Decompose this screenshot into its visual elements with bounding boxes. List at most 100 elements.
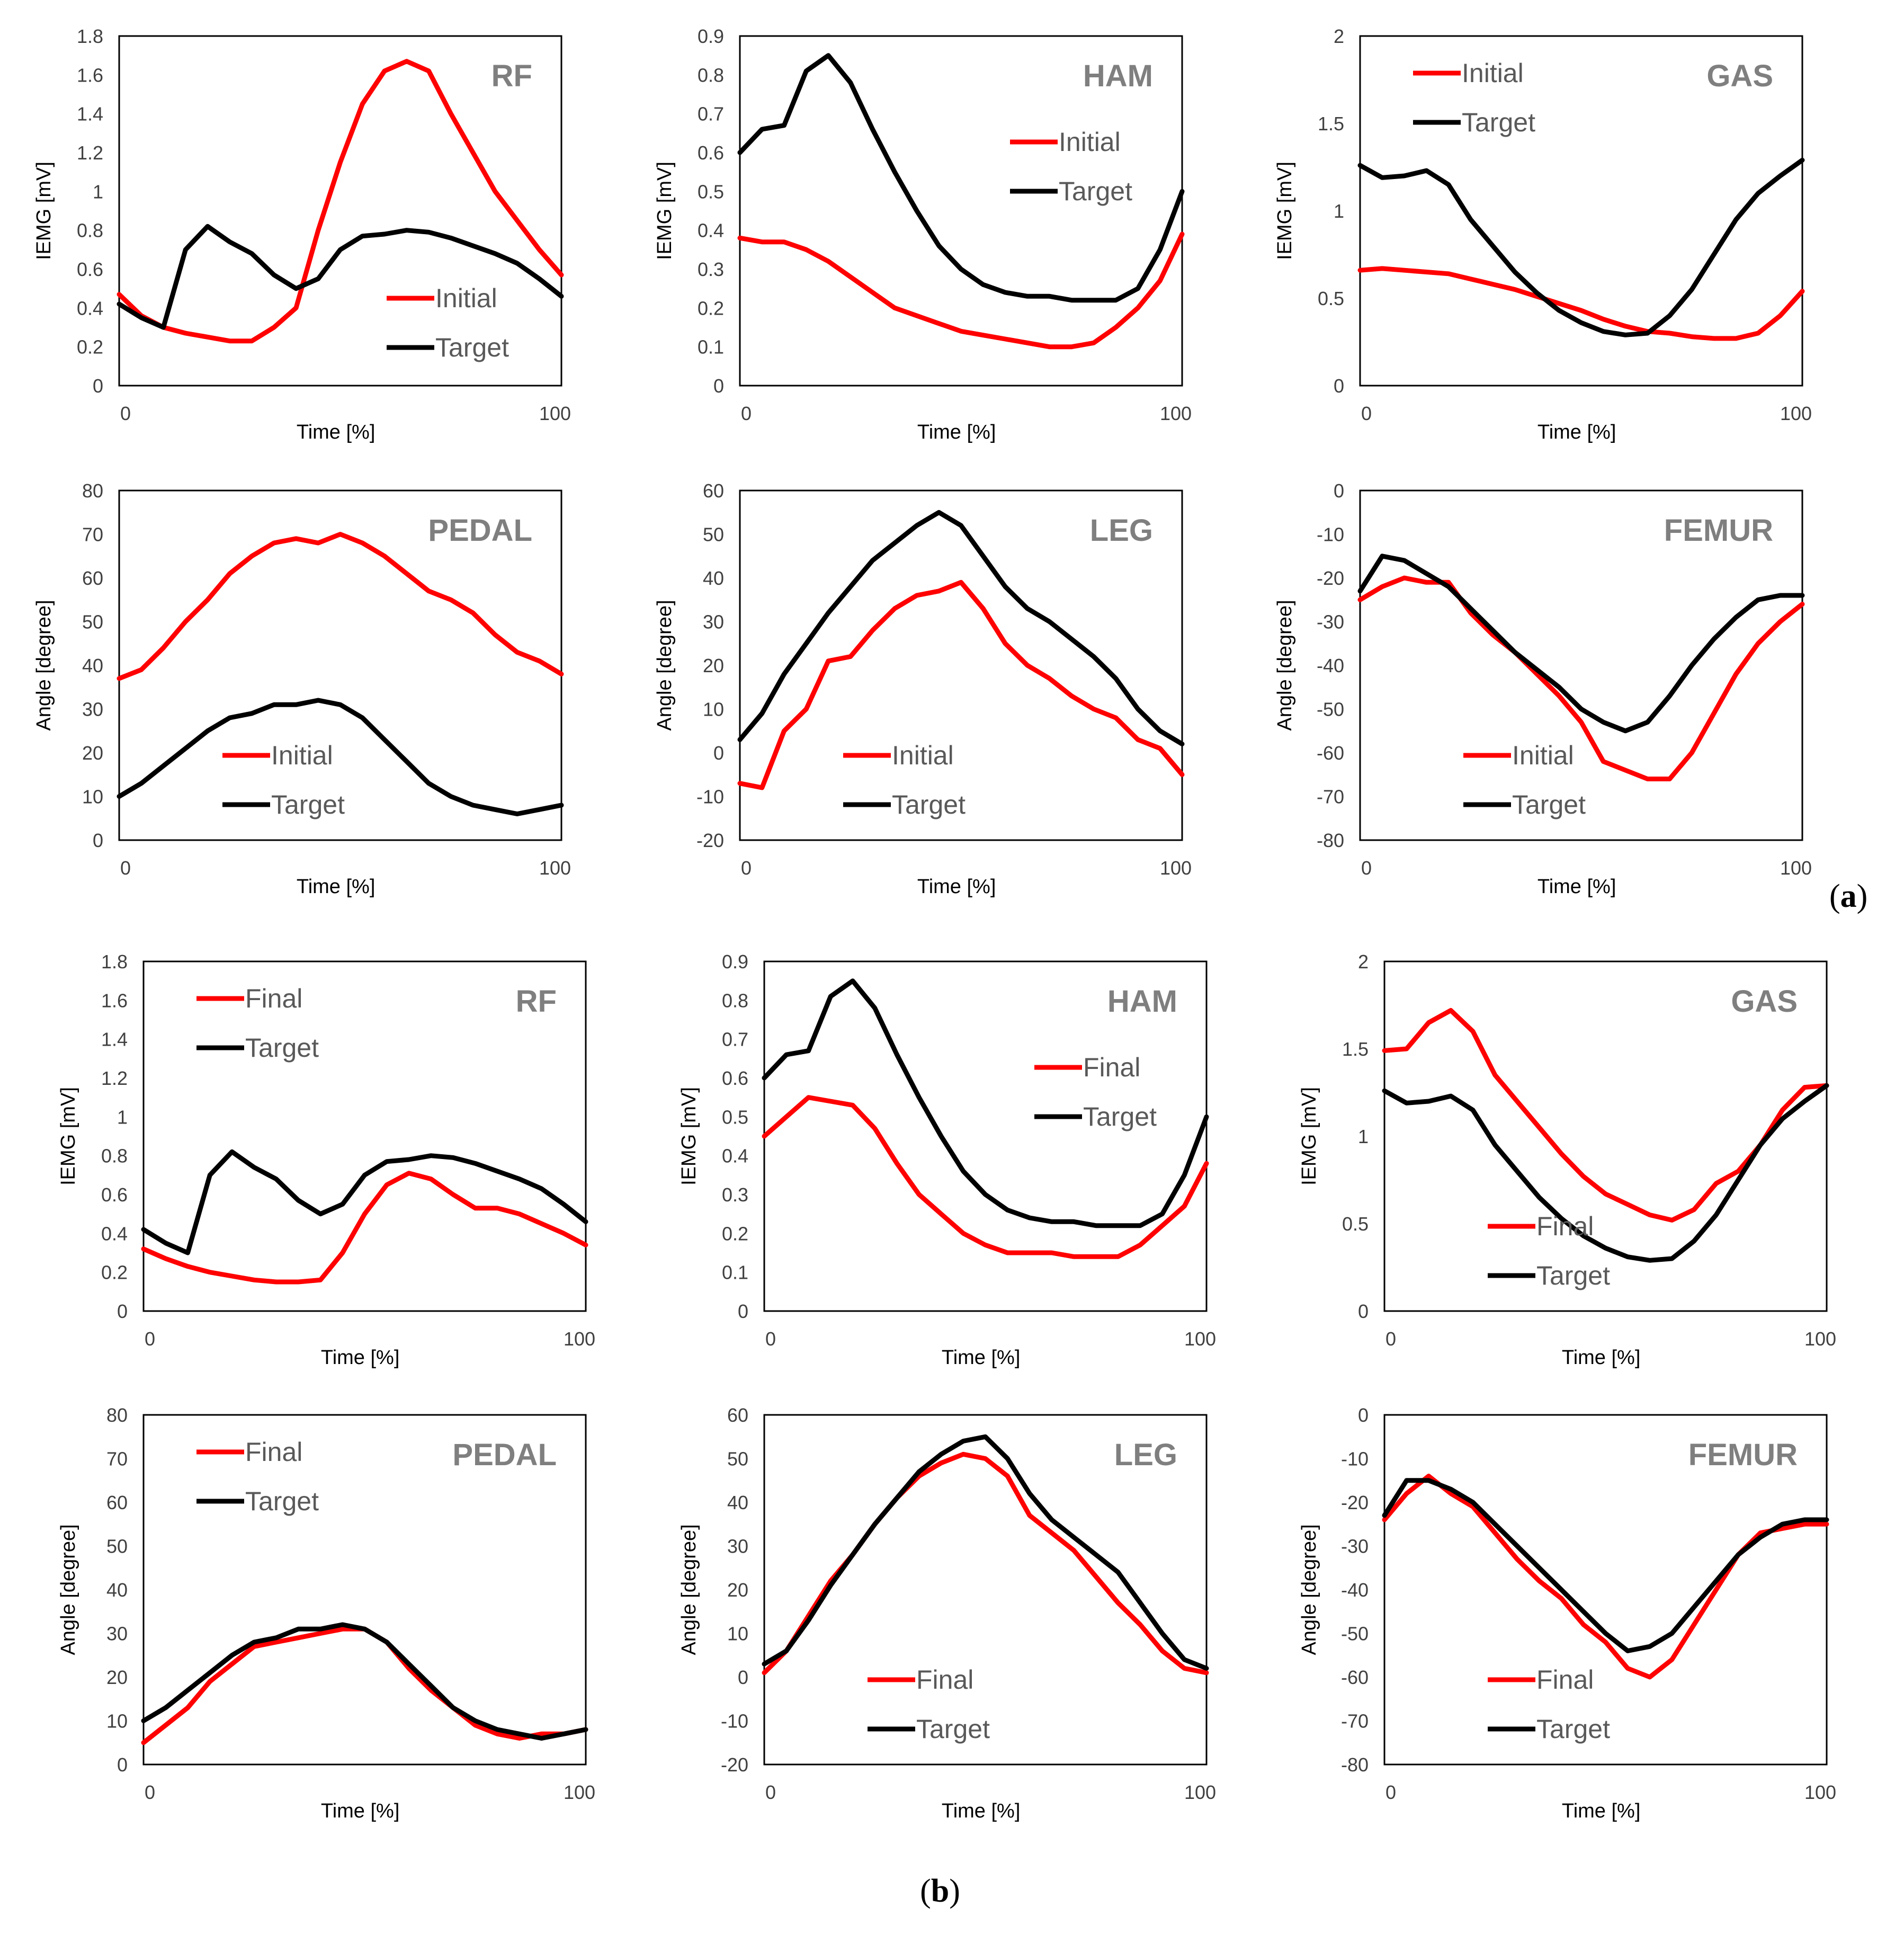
x-axis-label: Time [%] xyxy=(321,1800,400,1822)
series-line-final xyxy=(762,1451,1209,1675)
y-tick-label: 1.4 xyxy=(77,103,103,125)
chart-a-pedal: 0 10 20 30 40 50 60 70 80 0 100 Time [%] Angle [degr… xyxy=(33,480,571,898)
legend-label-initial: Initial xyxy=(892,741,954,770)
x-tick-label: 0 xyxy=(145,1781,155,1803)
series-line-final xyxy=(141,1171,588,1285)
x-tick-label: 100 xyxy=(1780,857,1812,879)
y-tick-label: 0.4 xyxy=(77,297,103,319)
y-tick-label: 60 xyxy=(82,567,103,589)
y-tick-label: -10 xyxy=(721,1710,748,1732)
y-tick-label: 0.6 xyxy=(722,1067,748,1089)
y-tick-label: 60 xyxy=(106,1492,128,1513)
x-tick-label: 0 xyxy=(765,1328,776,1350)
y-tick-label: -30 xyxy=(1317,611,1344,633)
y-tick-label: 10 xyxy=(106,1710,128,1732)
series-line-target xyxy=(762,978,1209,1228)
legend-label-target: Target xyxy=(435,333,509,362)
panel-label-a: (a) xyxy=(1829,878,1867,914)
y-tick-label: 0.7 xyxy=(722,1029,748,1050)
x-tick-label: 0 xyxy=(1385,1781,1396,1803)
series-line-target xyxy=(762,1434,1209,1671)
legend-label-target: Target xyxy=(1512,790,1586,819)
y-tick-label: 1 xyxy=(1358,1126,1369,1147)
chart-title: HAM xyxy=(1083,59,1153,93)
legend-label-target: Target xyxy=(1536,1261,1610,1290)
chart-title: FEMUR xyxy=(1688,1438,1798,1472)
y-tick-label: 40 xyxy=(82,655,103,676)
y-tick-label: 0.3 xyxy=(722,1184,748,1206)
legend-label-target: Target xyxy=(1083,1102,1157,1131)
x-axis-label: Time [%] xyxy=(942,1347,1021,1369)
y-axis-label: Angle [degree] xyxy=(33,600,55,730)
series-line-target xyxy=(1357,554,1805,734)
plot-frame xyxy=(1359,35,1803,387)
y-axis-label: IEMG [mV] xyxy=(678,1087,700,1186)
y-tick-label: 50 xyxy=(106,1536,128,1557)
y-axis-label: Angle [degree] xyxy=(678,1524,700,1655)
legend-label-target: Target xyxy=(1462,108,1535,137)
y-tick-label: 0 xyxy=(713,742,724,764)
y-tick-label: 0.8 xyxy=(101,1145,128,1167)
y-axis-label: Angle [degree] xyxy=(1298,1524,1320,1655)
x-tick-label: 100 xyxy=(539,403,571,424)
chart-title: RF xyxy=(516,984,557,1019)
chart-a-rf: 0 0.2 0.4 0.6 0.8 1 1.2 1.4 1.6 1.8 0 100 Time [%] IE… xyxy=(33,25,571,443)
legend-label-target: Target xyxy=(271,790,345,819)
y-tick-label: -70 xyxy=(1341,1710,1369,1732)
y-tick-label: 70 xyxy=(106,1448,128,1470)
y-tick-label: 0.9 xyxy=(698,25,724,47)
y-tick-label: 0.4 xyxy=(698,220,724,242)
y-tick-label: 20 xyxy=(703,655,724,676)
series-line-final xyxy=(1382,1008,1829,1223)
x-axis-label: Time [%] xyxy=(1537,876,1616,898)
y-tick-label: 2 xyxy=(1334,25,1344,47)
y-tick-label: -60 xyxy=(1317,742,1344,764)
y-tick-label: 80 xyxy=(106,1404,128,1426)
x-tick-label: 0 xyxy=(741,857,752,879)
legend-label-target: Target xyxy=(1059,176,1132,206)
y-tick-label: 0.5 xyxy=(698,181,724,202)
y-tick-label: 0.6 xyxy=(101,1184,128,1206)
series-line-initial xyxy=(1357,575,1805,781)
legend-label-initial: Initial xyxy=(435,283,497,313)
legend-label-final: Final xyxy=(245,1437,302,1467)
legend-label-final: Final xyxy=(916,1665,973,1695)
series-line-final xyxy=(1382,1474,1829,1680)
chart-a-ham: 0 0.1 0.2 0.3 0.4 0.5 0.6 0.7 0.8 0.9 0 100 Time [%]… xyxy=(654,25,1192,443)
series-line-initial xyxy=(117,59,564,344)
x-tick-label: 100 xyxy=(1184,1328,1216,1350)
y-tick-label: 0.5 xyxy=(722,1106,748,1128)
chart-title: RF xyxy=(491,59,532,93)
y-tick-label: 0.9 xyxy=(722,951,748,973)
y-tick-label: 30 xyxy=(106,1623,128,1645)
legend-label-final: Final xyxy=(245,984,302,1013)
y-axis-label: IEMG [mV] xyxy=(1274,162,1296,260)
chart-title: GAS xyxy=(1731,984,1798,1019)
y-tick-label: 0 xyxy=(1334,375,1344,397)
plot-frame xyxy=(739,489,1183,841)
y-tick-label: 1.5 xyxy=(1318,113,1344,135)
y-tick-label: 20 xyxy=(82,742,103,764)
series-line-target xyxy=(141,1622,588,1741)
y-tick-label: 1.4 xyxy=(101,1029,128,1050)
y-tick-label: 1.8 xyxy=(77,25,103,47)
y-tick-label: 50 xyxy=(703,524,724,546)
y-axis-label: IEMG [mV] xyxy=(1298,1087,1320,1186)
y-tick-label: 10 xyxy=(727,1623,748,1645)
x-axis-label: Time [%] xyxy=(297,421,376,443)
x-tick-label: 100 xyxy=(564,1781,595,1803)
x-tick-label: 0 xyxy=(1385,1328,1396,1350)
y-tick-label: 1.5 xyxy=(1342,1038,1369,1060)
y-tick-label: 20 xyxy=(106,1666,128,1688)
x-axis-label: Time [%] xyxy=(1537,421,1616,443)
chart-a-leg: -20 -10 0 10 20 30 40 50 60 0 100 Time [%] Angle [de… xyxy=(654,480,1192,898)
y-tick-label: 0.6 xyxy=(77,259,103,280)
y-tick-label: -10 xyxy=(1341,1448,1369,1470)
y-tick-label: 1.6 xyxy=(77,64,103,86)
y-tick-label: -10 xyxy=(696,786,724,808)
x-tick-label: 100 xyxy=(1184,1781,1216,1803)
series-line-initial xyxy=(737,231,1185,350)
y-tick-label: 10 xyxy=(703,699,724,720)
y-tick-label: 0.7 xyxy=(698,103,724,125)
